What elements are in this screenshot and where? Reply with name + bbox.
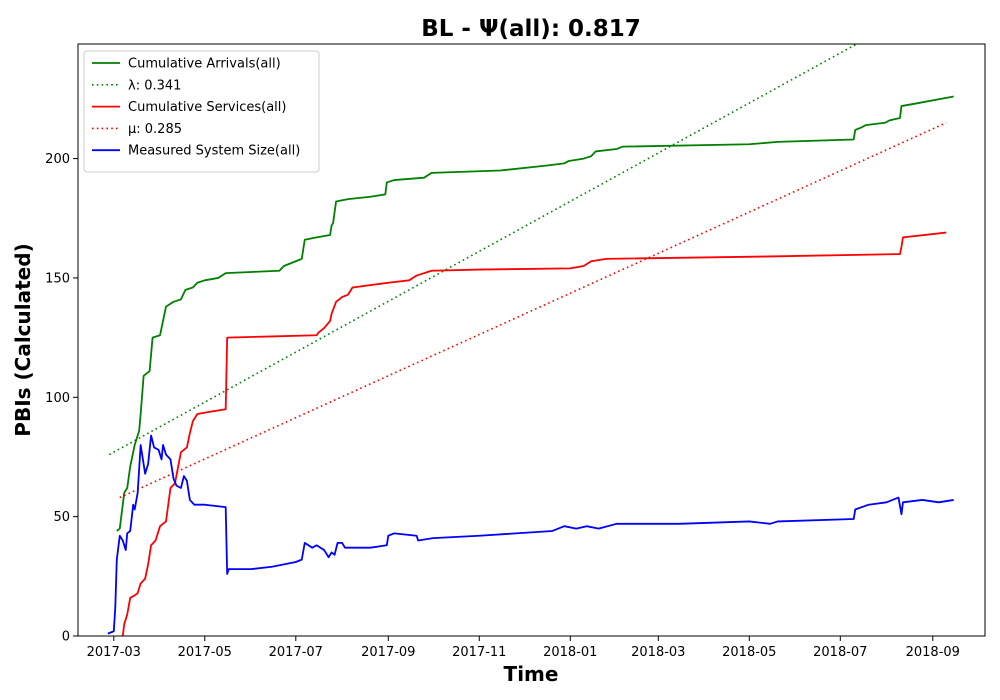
x-tick-label: 2017-11 (452, 645, 506, 660)
y-tick-label: 100 (45, 391, 70, 406)
plot-frame (77, 43, 986, 637)
legend-box (83, 50, 320, 173)
legend: Cumulative Arrivals(all) λ: 0.341 Cumulati… (83, 50, 320, 173)
x-axis-ticks: 2017-03 2017-05 2017-07 2017-09 2017-11 2018-… (87, 636, 960, 660)
y-tick-label: 200 (45, 152, 70, 167)
x-tick-label: 2017-05 (178, 645, 232, 660)
x-axis-label: Time (504, 662, 559, 686)
series-line-3 (121, 231, 947, 636)
series-layer (107, 44, 954, 636)
x-tick-label: 2017-03 (87, 645, 141, 660)
y-axis-ticks: 0 50 100 150 200 (45, 152, 78, 645)
x-tick-label: 2017-07 (269, 645, 323, 660)
x-tick-label: 2017-09 (361, 645, 415, 660)
x-tick-label: 2018-07 (813, 645, 867, 660)
legend-label: Cumulative Services(all) (128, 100, 286, 115)
series-line-5 (107, 434, 954, 635)
series-line-2 (108, 44, 858, 456)
x-tick-label: 2018-05 (722, 645, 776, 660)
legend-label: μ: 0.285 (128, 122, 182, 137)
legend-label: λ: 0.341 (128, 78, 181, 93)
chart-title: BL - Ψ(all): 0.817 (421, 16, 641, 42)
legend-label: Cumulative Arrivals(all) (128, 57, 281, 72)
y-tick-label: 50 (53, 510, 70, 525)
y-axis-label: PBIs (Calculated) (11, 243, 35, 436)
y-tick-label: 150 (45, 271, 70, 286)
series-line-1 (116, 95, 954, 532)
legend-label: Measured System Size(all) (128, 144, 300, 159)
y-tick-label: 0 (62, 630, 70, 645)
x-tick-label: 2018-09 (906, 645, 960, 660)
x-tick-label: 2018-01 (543, 645, 597, 660)
x-tick-label: 2018-03 (631, 645, 685, 660)
